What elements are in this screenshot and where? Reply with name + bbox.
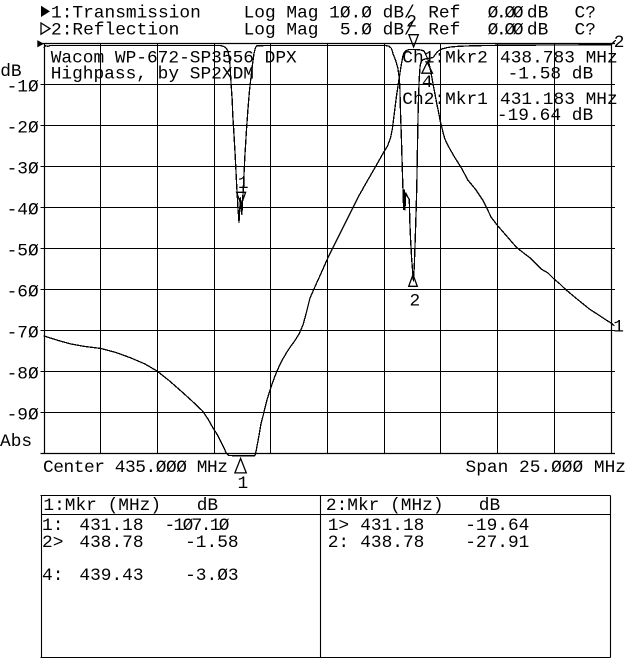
svg-text:431.18: 431.18 (360, 516, 424, 536)
svg-text:431.18: 431.18 (79, 516, 143, 536)
svg-text:-3.Ø3: -3.Ø3 (185, 566, 239, 586)
svg-text:-1Ø7.1Ø: -1Ø7.1Ø (165, 516, 230, 536)
svg-text:dB: dB (527, 3, 549, 23)
svg-text:-1Ø: -1Ø (7, 78, 39, 98)
svg-text:-4Ø: -4Ø (7, 201, 39, 221)
svg-text:1>: 1> (328, 516, 349, 536)
svg-text:4: 4 (422, 73, 433, 93)
svg-text:C?: C? (575, 3, 596, 23)
svg-text:-7Ø: -7Ø (7, 324, 39, 344)
svg-text:-8Ø: -8Ø (7, 365, 39, 385)
svg-text:Ch2:Mkr1: Ch2:Mkr1 (402, 90, 488, 110)
svg-text:-5Ø: -5Ø (7, 242, 39, 262)
svg-text:-27.91: -27.91 (465, 533, 529, 553)
svg-text:Span 25.ØØØ MHz: Span 25.ØØØ MHz (466, 458, 626, 478)
svg-text:-1.58 dB: -1.58 dB (508, 65, 594, 85)
svg-text:438.78: 438.78 (79, 533, 143, 553)
svg-text:Ch1:Mkr2: Ch1:Mkr2 (402, 48, 488, 68)
svg-text:dB: dB (0, 62, 22, 82)
svg-text:1:: 1: (42, 516, 63, 536)
svg-text:Abs: Abs (0, 432, 32, 452)
svg-text:1:Mkr (MHz): 1:Mkr (MHz) (43, 496, 161, 516)
svg-text:dB: dB (479, 496, 501, 516)
svg-text:-6Ø: -6Ø (7, 283, 39, 303)
svg-text:C?: C? (575, 21, 596, 41)
svg-text:dB: dB (197, 496, 219, 516)
svg-text:1: 1 (238, 174, 249, 194)
svg-text:431.183 MHz: 431.183 MHz (500, 90, 618, 110)
svg-text:2>: 2> (42, 533, 63, 553)
svg-text:1: 1 (238, 474, 249, 494)
svg-text:Ref: Ref (428, 21, 460, 41)
svg-text:Ref: Ref (428, 3, 460, 23)
svg-text:-1.58: -1.58 (185, 533, 239, 553)
svg-text:Ø.ØØ: Ø.ØØ (488, 3, 524, 23)
svg-text:2:Mkr (MHz): 2:Mkr (MHz) (326, 496, 444, 516)
svg-text:438.78: 438.78 (360, 533, 424, 553)
svg-text:Wacom WP-672-SP3556 DPX: Wacom WP-672-SP3556 DPX (51, 48, 297, 68)
svg-text:-9Ø: -9Ø (7, 406, 39, 426)
svg-text:2:: 2: (328, 533, 349, 553)
svg-text:4:: 4: (42, 566, 63, 586)
svg-text:2: 2 (614, 33, 625, 53)
svg-text:2: 2 (410, 292, 421, 312)
svg-text:-19.64 dB: -19.64 dB (497, 106, 594, 126)
svg-text:dB: dB (527, 21, 549, 41)
svg-text:1:Transmission Log Mag 1Ø.Ø: 1:Transmission Log Mag 1Ø.Ø dB/ (51, 3, 415, 23)
svg-text:-19.64: -19.64 (465, 516, 529, 536)
svg-text:-3Ø: -3Ø (7, 160, 39, 180)
svg-text:-2Ø: -2Ø (7, 119, 39, 139)
svg-text:1: 1 (613, 317, 624, 337)
svg-text:2:Reflection Log Mag 5.Ø: 2:Reflection Log Mag 5.Ø dB/ (51, 21, 415, 41)
svg-text:Ø.ØØ: Ø.ØØ (488, 21, 524, 41)
svg-text:438.783 MHz: 438.783 MHz (500, 48, 618, 68)
svg-text:439.43: 439.43 (79, 566, 143, 586)
svg-text:Center 435.ØØØ MHz: Center 435.ØØØ MHz (43, 458, 228, 478)
svg-text:2: 2 (406, 13, 417, 33)
svg-text:Highpass, by SP2XDM: Highpass, by SP2XDM (51, 65, 254, 85)
